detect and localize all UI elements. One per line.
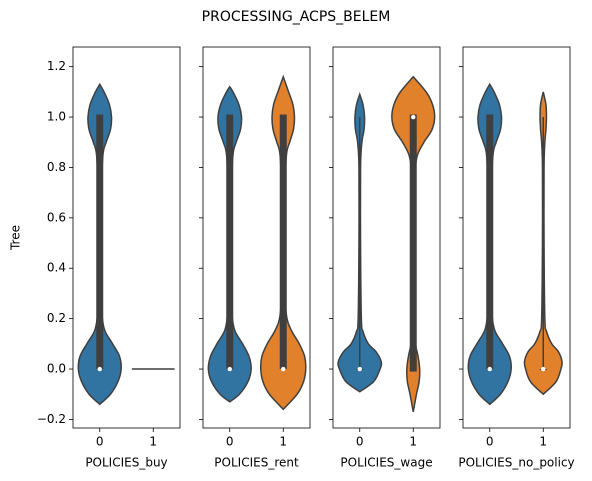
y-tick-label: 0.4 [47,261,66,275]
box [279,114,287,370]
x-axis-label: POLICIES_no_policy [458,456,574,470]
x-tick-label: 1 [409,435,417,449]
y-tick-label: 0.0 [47,362,66,376]
box [409,114,417,372]
box [486,114,494,370]
median [281,366,286,372]
median [357,366,362,372]
box [96,114,104,370]
y-tick-label: 1.2 [47,59,66,73]
x-tick-label: 0 [486,435,494,449]
x-tick-label: 0 [226,435,234,449]
plot-frame [332,46,441,429]
x-tick-label: 1 [279,435,287,449]
y-tick-label: 1.0 [47,110,66,124]
y-tick-label: 0.8 [47,160,66,174]
x-tick-label: 0 [96,435,104,449]
median [541,366,546,372]
plot-frame [462,46,571,429]
y-tick-label: 0.6 [47,210,66,224]
x-tick-label: 0 [356,435,364,449]
median [487,366,492,372]
box [226,114,234,370]
plot-frame [202,46,311,429]
y-axis-label: Tree [9,225,23,251]
plot-frame [72,46,181,429]
y-tick-label: −0.2 [37,412,66,426]
x-tick-label: 1 [149,435,157,449]
x-axis-label: POLICIES_buy [85,456,167,470]
x-tick-label: 1 [539,435,547,449]
x-axis-label: POLICIES_rent [214,456,299,470]
median [97,366,102,372]
figure-title: PROCESSING_ACPS_BELEM [202,9,391,25]
y-tick-label: 0.2 [47,311,66,325]
median [411,114,416,120]
x-axis-label: POLICIES_wage [340,456,432,470]
median [227,366,232,372]
